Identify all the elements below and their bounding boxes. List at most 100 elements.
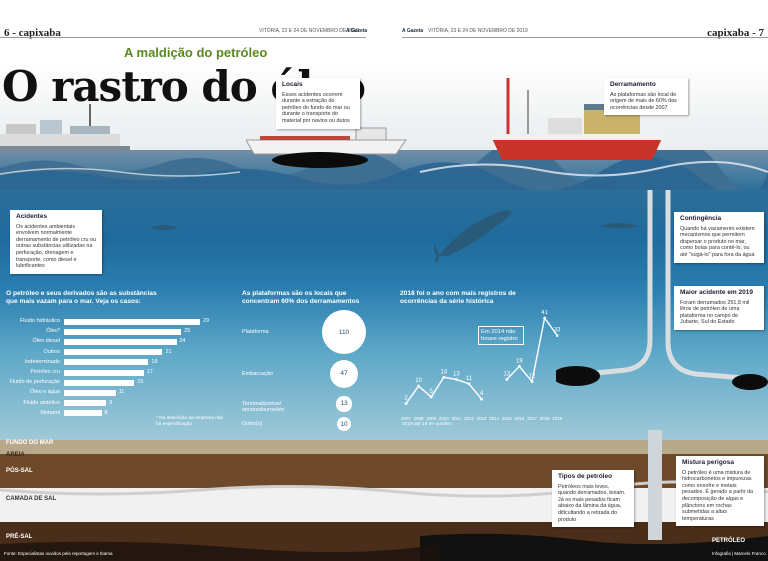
bar (64, 359, 149, 366)
line-point (543, 316, 546, 320)
whale-illustration (434, 210, 512, 262)
box-mistura-title: Mistura perigosa (682, 459, 735, 466)
line-point (480, 397, 483, 401)
x-tick-label: 2019 (552, 416, 562, 421)
line-data-label: 10 (415, 378, 422, 384)
bar-label: Fluido sintético (23, 399, 60, 406)
header-rule-right (402, 37, 768, 38)
bar-value: 9 (109, 399, 113, 406)
bubble: 47 (329, 359, 359, 389)
x-tick-label: 2009 (426, 416, 436, 421)
layer-pre-sal: PRÉ-SAL (6, 534, 33, 540)
right-date: VITÓRIA, 23 E 24 DE NOVEMBRO DE 2019 (428, 28, 528, 34)
bar (64, 379, 135, 386)
line-data-label: 4 (480, 391, 484, 397)
bar (64, 318, 200, 325)
box-contingencia: Contingência Quando há vazamento existem… (674, 212, 764, 263)
dolphin-right (600, 223, 638, 229)
bar-label: Indeterminado (24, 358, 60, 365)
bubble-label: Plataforma (242, 329, 269, 335)
bubble-chart-title: As plataformas são os locais que concent… (242, 290, 360, 305)
line-data-label: 5 (430, 389, 434, 395)
box-contingencia-title: Contingência (680, 215, 722, 222)
cargo-ship-right (490, 78, 664, 160)
brand-right: A Gazeta (402, 28, 424, 34)
x-tick-label: 2018 (540, 416, 550, 421)
line-chart-title: 2018 foi o ano com mais registros de oco… (400, 290, 516, 305)
left-date: VITÓRIA, 23 E 24 DE NOVEMBRO DE 2019 (259, 28, 359, 34)
bar (64, 400, 107, 407)
bar-label: Outros (43, 348, 60, 355)
layer-petroleo: PETRÓLEO (712, 538, 746, 544)
bubble-label: Terminal/portos/ ancoradouros/etc (242, 401, 285, 414)
bar-label: Óleo e água (30, 389, 60, 396)
header-rule-left (0, 37, 366, 38)
pipeline-and-oil (556, 190, 768, 540)
box-acidentes-text: Os acidentes ambientais envolvem normalm… (16, 223, 97, 270)
bar-value: 17 (146, 369, 153, 375)
bar (64, 410, 102, 417)
bar-value: 18 (151, 358, 158, 365)
bubble-chart: Plataforma 110 Embarcação 47 Terminal/portos… (240, 310, 370, 435)
bar-value: 24 (179, 338, 186, 345)
box-tipos-text: Petróleos mais leves, quando derramados,… (558, 483, 626, 523)
line-point (467, 382, 471, 386)
bar-label: Óleo* (46, 328, 60, 335)
x-tick-label: 2008 (414, 416, 424, 421)
bar-value: 25 (184, 328, 191, 335)
bubble: 110 (322, 310, 366, 354)
sea-surface-waves (0, 150, 768, 190)
line-chart-footnote: 2019 até 19 de outubro (402, 422, 452, 427)
bar-value: 8 (104, 409, 108, 416)
brand-left: A Gazeta (346, 28, 368, 34)
bubble: 13 (336, 396, 352, 412)
bar-chart-note: * Na descrição da empresa não há especif… (156, 416, 224, 427)
box-contingencia-text: Quando há vazamento existem mecanismos q… (680, 225, 755, 258)
box-maior-acidente-text: Foram derramados 251,8 mil litros de pet… (680, 299, 750, 326)
bubble: 10 (337, 417, 351, 431)
line-data-label: 33 (554, 328, 561, 334)
layer-fundo-do-mar: FUNDO DO MAR (6, 440, 54, 446)
line-data-label: 13 (503, 371, 510, 377)
seafloor-layers (0, 440, 768, 561)
bubble-label: Embarcação (242, 371, 273, 377)
bar (64, 369, 144, 376)
box-derramamento-title: Derramamento (610, 81, 656, 88)
box-mistura: Mistura perigosa O petróleo é uma mistur… (676, 456, 764, 527)
box-locais-text: Esses acidentes ocorrem durante a extraç… (282, 91, 350, 124)
line-point (518, 364, 521, 368)
box-maior-acidente-title: Maior acidente em 2019 (680, 289, 753, 296)
bar-label: Metanol (40, 409, 60, 416)
bar-label: Fluido de perfuração (9, 379, 60, 386)
line-data-label: 2 (404, 396, 408, 402)
line-data-label: 11 (466, 376, 473, 382)
x-tick-label: 2017 (527, 416, 537, 421)
sea-background (0, 150, 768, 440)
line-data-label: 12 (529, 374, 536, 380)
box-locais: Locais Esses acidentes ocorrem durante a… (276, 78, 360, 129)
box-tipos-title: Tipos de petróleo (558, 473, 613, 480)
bar-chart: Fluido hidráulico 29 Óleo* 25 Óleo diesel 24 O… (0, 318, 230, 428)
bar-chart-title: O petróleo e seus derivados são as subst… (6, 290, 157, 305)
oil-platform-illustration (0, 104, 130, 152)
line-point (455, 378, 458, 381)
line-point (429, 395, 433, 399)
infographic-credit: Infografia | Marcelo Franco (712, 551, 766, 556)
layer-areia: AREIA (6, 452, 25, 458)
bar-value: 15 (137, 379, 144, 386)
source-credit: Fonte: Especialistas ouvidos pela report… (4, 551, 113, 556)
x-tick-label: 2012 (464, 416, 474, 421)
box-derramamento: Derramamento As plataformas são local de… (604, 78, 688, 116)
line-point (505, 378, 509, 381)
bar (64, 338, 177, 345)
bar (64, 349, 163, 356)
box-mistura-text: O petróleo é uma mistura de hidrocarbone… (682, 469, 754, 522)
x-tick-label: 2015 (502, 416, 512, 421)
x-tick-label: 2016 (515, 416, 525, 421)
bar-value: 21 (165, 348, 172, 355)
line-point (417, 384, 420, 388)
box-acidentes: Acidentes Os acidentes ambientais envolv… (10, 210, 102, 274)
layer-camada-de-sal: CAMADA DE SAL (6, 496, 57, 502)
line-data-label: 13 (453, 371, 460, 377)
x-tick-label: 2007 (401, 416, 411, 421)
